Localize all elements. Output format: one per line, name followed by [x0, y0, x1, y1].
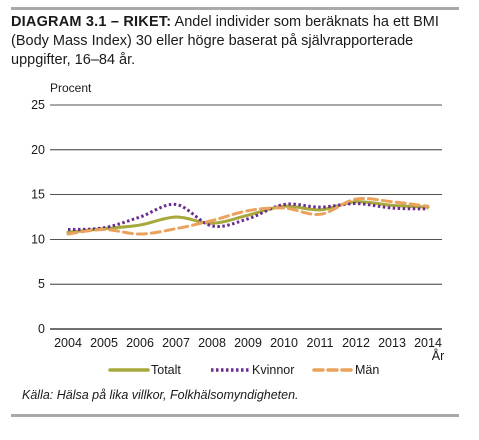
x-tick-label: 2012: [342, 336, 370, 350]
x-tick-label: 2010: [270, 336, 298, 350]
x-tick-label: 2014: [414, 336, 442, 350]
x-tick-label: 2008: [198, 336, 226, 350]
y-tick-label: 15: [31, 188, 45, 202]
y-tick-label: 10: [31, 232, 45, 246]
y-tick-label: 0: [38, 322, 45, 336]
y-tick-label: 5: [38, 277, 45, 291]
legend-label-totalt: Totalt: [151, 363, 181, 377]
chart-title-head: DIAGRAM 3.1 – RIKET:: [11, 14, 172, 30]
chart-title-text: Andel individer som beräknats ha ett BMI…: [11, 14, 439, 68]
x-axis-label: År: [432, 348, 445, 363]
series-line-man: [66, 196, 430, 236]
x-tick-label: 2007: [162, 336, 190, 350]
x-tick-label: 2004: [54, 336, 82, 350]
x-tick-label: 2009: [234, 336, 262, 350]
y-tick-label: 20: [31, 143, 45, 157]
y-tick-label: 25: [31, 98, 45, 112]
y-axis-label: Procent: [50, 81, 92, 95]
chart-title: DIAGRAM 3.1 – RIKET: Andel individer som…: [11, 13, 451, 70]
figure-frame: [11, 7, 459, 417]
x-tick-label: 2005: [90, 336, 118, 350]
series-line-totalt: [66, 200, 430, 234]
x-tick-label: 2013: [378, 336, 406, 350]
x-tick-label: 2011: [307, 336, 334, 350]
legend-label-man: Män: [355, 363, 379, 377]
series-line-kvinnor: [67, 202, 429, 232]
legend-label-kvinnor: Kvinnor: [252, 363, 294, 377]
chart-source: Källa: Hälsa på lika villkor, Folkhälsom…: [22, 388, 299, 402]
x-tick-label: 2006: [126, 336, 154, 350]
